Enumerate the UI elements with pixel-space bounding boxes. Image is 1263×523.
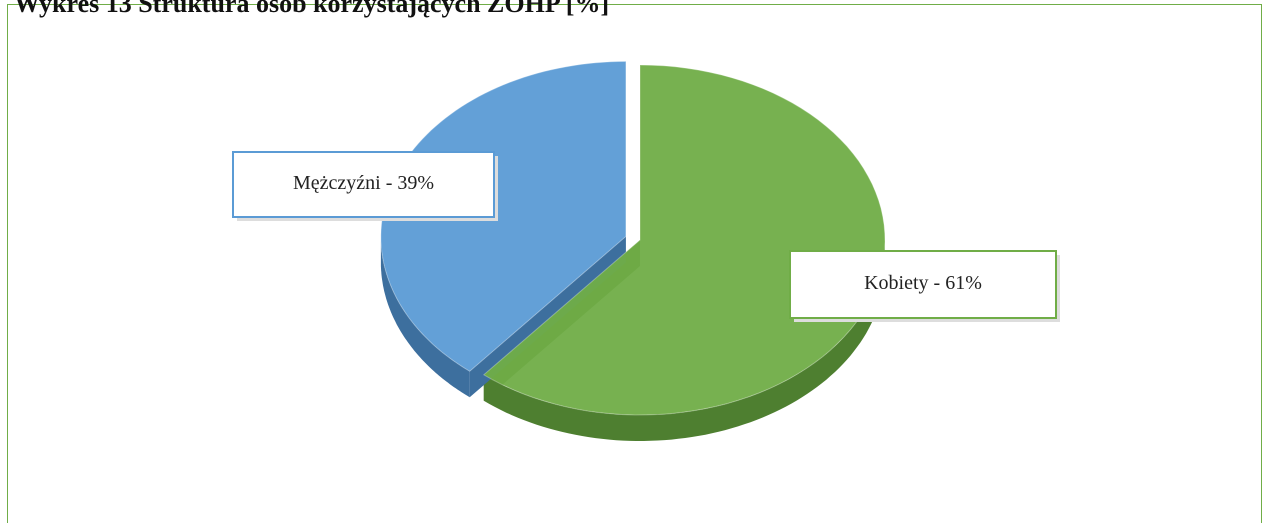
data-label: Kobiety - 61% xyxy=(864,272,982,294)
frame xyxy=(7,4,1262,523)
chart-title: Wykres 13 Struktura osób korzystających … xyxy=(14,0,609,18)
pie-side xyxy=(380,236,470,398)
data-label-box xyxy=(789,250,1057,319)
data-label-box xyxy=(232,151,495,218)
pie-side xyxy=(483,240,885,441)
data-label: Mężczyźni - 39% xyxy=(293,172,434,194)
